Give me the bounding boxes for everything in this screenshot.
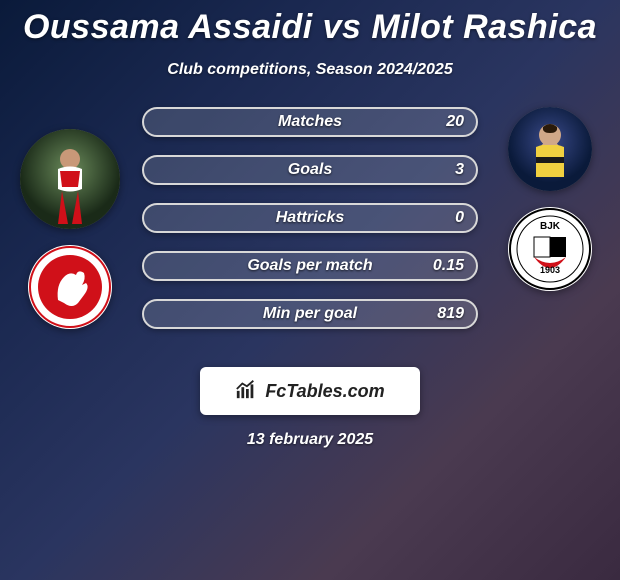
stat-row-hattricks: Hattricks 0 [142,203,478,233]
stat-row-matches: Matches 20 [142,107,478,137]
left-player-avatar [20,129,120,229]
stat-row-goals: Goals 3 [142,155,478,185]
stat-label: Goals [156,161,424,179]
stat-row-goals-per-match: Goals per match 0.15 [142,251,478,281]
svg-text:BJK: BJK [540,221,561,232]
left-player-column: 1965 [0,107,140,329]
stat-value: 20 [424,113,464,131]
stat-label: Hattricks [156,209,424,227]
right-player-column: BJK 1903 [480,107,620,291]
stat-row-min-per-goal: Min per goal 819 [142,299,478,329]
page-title: Oussama Assaidi vs Milot Rashica [0,0,620,47]
stat-label: Min per goal [156,305,424,323]
left-club-badge: 1965 [28,245,112,329]
stat-value: 0 [424,209,464,227]
right-club-badge: BJK 1903 [508,207,592,291]
stat-value: 3 [424,161,464,179]
chart-icon [235,378,257,405]
stat-label: Goals per match [156,257,424,275]
date-text: 13 february 2025 [0,431,620,449]
brand-text: FcTables.com [265,381,384,402]
stat-value: 819 [424,305,464,323]
brand-box: FcTables.com [200,367,420,415]
subtitle: Club competitions, Season 2024/2025 [0,61,620,79]
svg-text:1965: 1965 [63,314,77,320]
right-player-avatar [508,107,592,191]
stat-value: 0.15 [424,257,464,275]
comparison-layout: 1965 Matches 20 Goals 3 Hattricks 0 Goal… [0,107,620,329]
svg-text:1903: 1903 [540,265,560,275]
stat-label: Matches [156,113,424,131]
stats-column: Matches 20 Goals 3 Hattricks 0 Goals per… [140,107,480,329]
